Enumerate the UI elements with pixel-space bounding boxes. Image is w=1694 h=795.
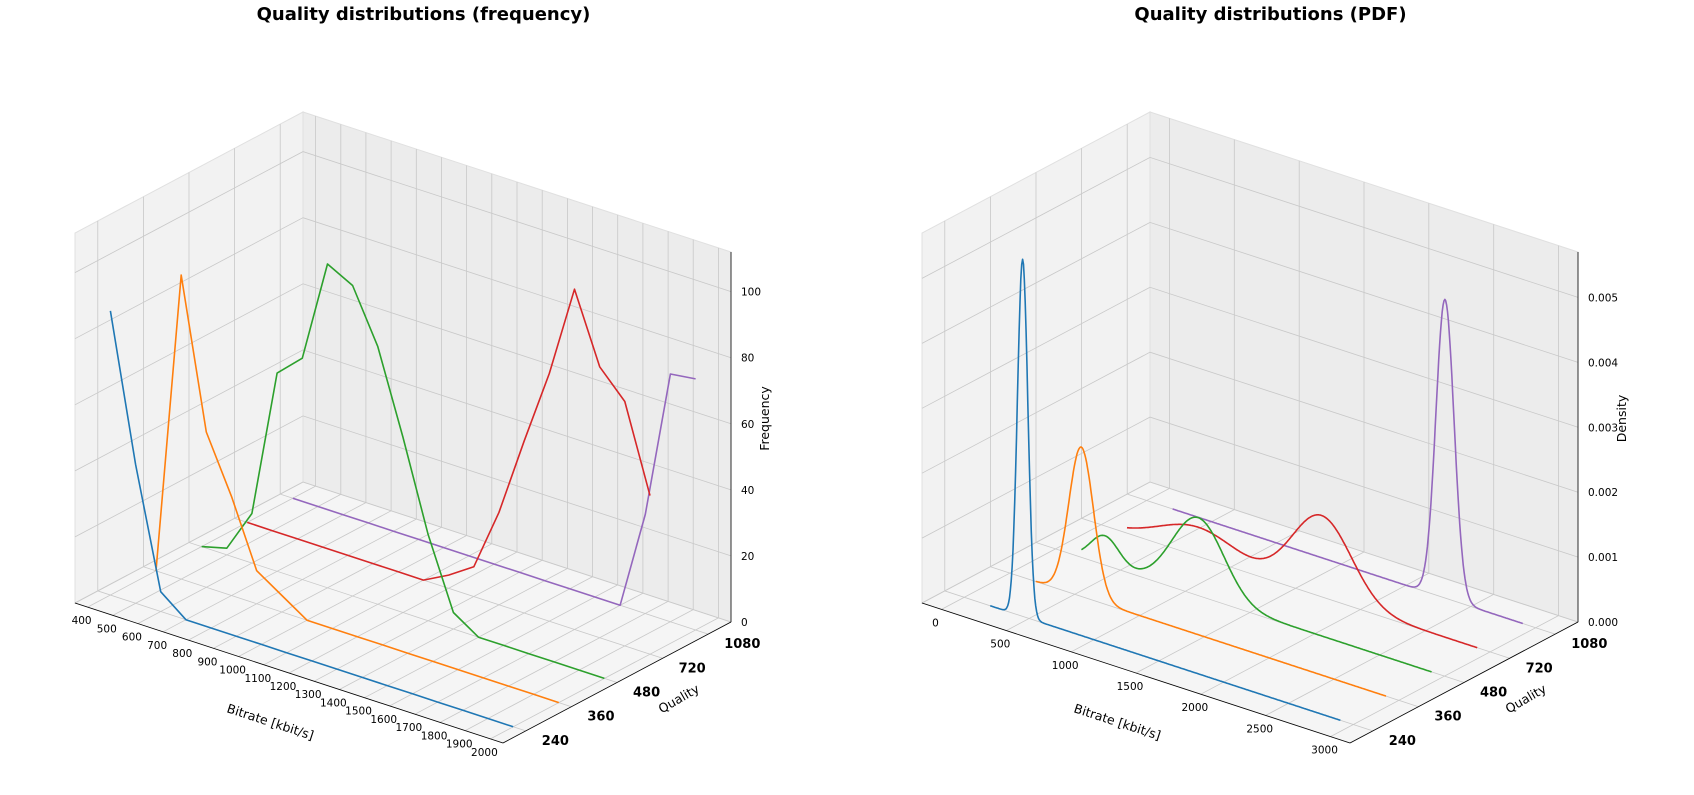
freq-x-tick-label: 1700 bbox=[396, 722, 423, 734]
freq-series-line-360 bbox=[155, 274, 560, 704]
pdf-z-gridline bbox=[921, 481, 1579, 623]
pdf-z-gridline bbox=[921, 156, 1579, 298]
chart-title-frequency: Quality distributions (frequency) bbox=[256, 4, 591, 25]
freq-x-tick-label: 500 bbox=[97, 623, 117, 635]
pdf-quality-tick-label: 360 bbox=[1434, 710, 1461, 725]
pdf-z-gridline bbox=[921, 286, 1579, 428]
freq-z-tick-label: 100 bbox=[741, 287, 761, 299]
freq-series-line-1080 bbox=[292, 373, 696, 607]
freq-quality-tick-label: 360 bbox=[587, 710, 614, 725]
freq-x-tick-label: 1400 bbox=[320, 697, 347, 709]
pdf-z-tick-label: 0.001 bbox=[1588, 552, 1618, 564]
freq-z-tick-label: 60 bbox=[741, 419, 754, 431]
freq-x-tick-label: 1600 bbox=[370, 714, 397, 726]
freq-x-tick-label: 600 bbox=[122, 632, 142, 644]
pdf-z-tick-label: 0.000 bbox=[1588, 617, 1618, 629]
freq-z-gridline bbox=[74, 283, 732, 425]
pdf-series-line-1080 bbox=[1172, 298, 1524, 625]
chart-title-pdf: Quality distributions (PDF) bbox=[1134, 4, 1407, 25]
freq-quality-tick-label: 480 bbox=[633, 686, 660, 701]
pdf-x-tick-label: 0 bbox=[932, 617, 939, 629]
freq-x-tick-label: 800 bbox=[172, 648, 192, 660]
pdf-quality-axis-line bbox=[1349, 621, 1579, 744]
freq-z-tick-label: 20 bbox=[741, 551, 754, 563]
freq-x-tick-label: 1100 bbox=[244, 673, 271, 685]
freq-series-line-480 bbox=[201, 263, 605, 680]
pdf-z-tick-label: 0.002 bbox=[1588, 487, 1618, 499]
pdf-quality-tick-label: 480 bbox=[1480, 686, 1507, 701]
freq-x-tick-label: 1800 bbox=[421, 730, 448, 742]
freq-z-axis-label: Frequency bbox=[757, 386, 772, 451]
pdf-z-axis-label: Density bbox=[1614, 394, 1629, 442]
freq-x-tick-label: 2000 bbox=[471, 747, 498, 759]
pdf-z-tick-label: 0.004 bbox=[1588, 357, 1618, 369]
pdf-x-tick-label: 2500 bbox=[1246, 723, 1273, 735]
freq-z-tick-label: 80 bbox=[741, 353, 754, 365]
freq-x-tick-label: 700 bbox=[147, 640, 167, 652]
pdf-z-gridline bbox=[921, 351, 1579, 493]
pdf-quality-tick-label: 240 bbox=[1389, 734, 1416, 749]
pdf-z-gridline bbox=[921, 221, 1579, 363]
frequency-chart-svg: 4005006007008009001000110012001300140015… bbox=[72, 111, 772, 759]
freq-x-axis-line bbox=[74, 602, 504, 744]
freq-z-gridline bbox=[74, 481, 732, 623]
frequency-chart-panel: Quality distributions (frequency) 400 500… bbox=[72, 4, 772, 759]
pdf-chart-svg: 0 500 1000 1500 2000 2500 3000 240 360 480 720 1080… bbox=[920, 111, 1629, 757]
pdf-x-tick-label: 3000 bbox=[1311, 745, 1338, 757]
freq-z-tick-label: 0 bbox=[741, 617, 748, 629]
freq-x-tick-label: 900 bbox=[197, 656, 217, 668]
pdf-quality-tick-label: 720 bbox=[1526, 661, 1553, 676]
pdf-chart-panel: Quality distributions (PDF) 0 500 1000 1500… bbox=[847, 0, 1694, 795]
freq-quality-tick-label: 240 bbox=[542, 734, 569, 749]
freq-z-gridline bbox=[74, 217, 732, 359]
freq-x-tick-label: 1200 bbox=[270, 681, 297, 693]
pdf-x-axis-line bbox=[921, 602, 1351, 744]
freq-z-gridline bbox=[74, 349, 732, 491]
freq-quality-tick-label: 720 bbox=[679, 661, 706, 676]
freq-x-tick-label: 1500 bbox=[345, 706, 372, 718]
freq-z-gridline bbox=[74, 151, 732, 292]
freq-x-tick-label: 1000 bbox=[219, 665, 246, 677]
freq-x-axis-label: Bitrate [kbit/s] bbox=[225, 701, 316, 743]
pdf-x-tick-label: 500 bbox=[990, 639, 1010, 651]
freq-quality-axis-line bbox=[502, 621, 732, 744]
pdf-quality-tick-label: 1080 bbox=[1571, 637, 1607, 652]
freq-series-line-240 bbox=[109, 310, 514, 728]
pdf-z-gridline bbox=[921, 416, 1579, 558]
pdf-series-line-480 bbox=[1081, 516, 1432, 673]
freq-x-tick-label: 1300 bbox=[295, 689, 322, 701]
pdf-quality-axis-label: Quality bbox=[1503, 681, 1550, 717]
pdf-x-tick-label: 1000 bbox=[1052, 660, 1079, 672]
freq-x-tick-label: 1900 bbox=[446, 739, 473, 751]
freq-x-tick-label: 400 bbox=[72, 615, 92, 627]
freq-z-tick-label: 40 bbox=[741, 485, 754, 497]
freq-z-gridline bbox=[74, 415, 732, 557]
pdf-z-tick-label: 0.003 bbox=[1588, 422, 1618, 434]
pdf-x-tick-label: 2000 bbox=[1181, 702, 1208, 714]
pdf-z-tick-label: 0.005 bbox=[1588, 292, 1618, 304]
pdf-series-line-360 bbox=[1035, 446, 1387, 697]
freq-quality-tick-label: 1080 bbox=[724, 637, 760, 652]
freq-series-line-720 bbox=[246, 288, 651, 581]
pdf-series-line-240 bbox=[989, 258, 1341, 722]
pdf-series-line-720 bbox=[1126, 513, 1478, 649]
pdf-x-tick-label: 1500 bbox=[1117, 681, 1144, 693]
freq-quality-axis-label: Quality bbox=[656, 681, 703, 717]
pdf-x-axis-label: Bitrate [kbit/s] bbox=[1072, 701, 1163, 743]
